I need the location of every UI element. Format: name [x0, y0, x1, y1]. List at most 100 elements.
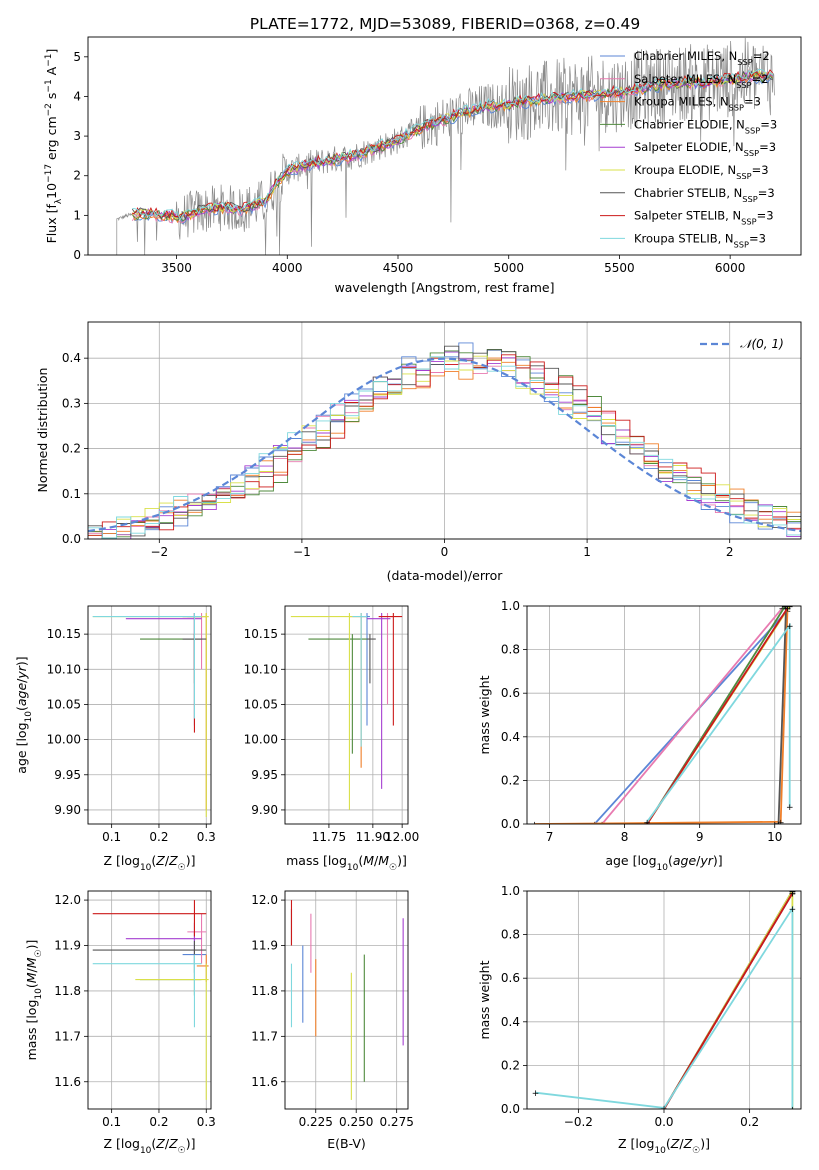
- x-axis-label: (data-model)/error: [387, 568, 504, 583]
- y-axis-label-part: −17: [44, 164, 54, 183]
- y-tick-label: 10.10: [47, 662, 81, 676]
- histogram-step: [88, 357, 801, 535]
- legend-label-part: SSP: [741, 217, 756, 227]
- axis-label: Z [log10(Z/Z☉)]: [103, 853, 195, 873]
- y-tick-label: 12.0: [54, 893, 81, 907]
- x-tick-label: 12.00: [385, 830, 419, 844]
- y-tick-label: 11.9: [54, 939, 81, 953]
- x-tick-label: 8: [621, 830, 629, 844]
- axis-label-part: age [log: [605, 853, 656, 868]
- y-tick-label: 10.15: [47, 627, 81, 641]
- axis-label-part: )]: [397, 853, 407, 868]
- panel-mass_vs_Z: 0.1 0.2 0.3 11.6 11.7 11.8 11.9 12.0: [54, 890, 216, 1129]
- y-axis-label-part: ]: [44, 49, 59, 54]
- axis-label-part: (: [358, 853, 363, 868]
- y-tick-label: 11.9: [251, 939, 278, 953]
- y-tick-label: 10.00: [244, 733, 278, 747]
- legend-label-part: Chabrier ELODIE, N: [634, 117, 745, 131]
- y-tick-label: 9.95: [54, 768, 81, 782]
- legend-label-part: =3: [757, 209, 774, 223]
- y-tick-label: 10.05: [244, 697, 278, 711]
- axis-label-part: /: [679, 1136, 684, 1151]
- y-tick-label: 0.0: [501, 817, 520, 831]
- marker-plus: +: [786, 803, 794, 813]
- axis-label-part: Z [log: [103, 1136, 139, 1151]
- axis-label-part: )]: [24, 940, 39, 950]
- y-tick-label: 0.2: [62, 442, 81, 456]
- legend-label: Salpeter STELIB, NSSP=3: [634, 209, 774, 227]
- legend-label-part: Salpeter STELIB, N: [634, 209, 741, 223]
- x-tick-label: 0.3: [197, 830, 216, 844]
- axes-frame: [526, 890, 802, 1110]
- legend-label: Chabrier MILES, NSSP=2: [634, 49, 770, 67]
- y-axis-label-part: Flux [f: [44, 204, 59, 244]
- x-tick-label: 0.275: [379, 1115, 413, 1129]
- plot-area-residuals: [88, 342, 801, 539]
- axis-label-part: (: [151, 853, 156, 868]
- marker-plus: +: [660, 1104, 668, 1114]
- axis-label-part: M: [24, 957, 39, 968]
- axis-label-part: yr: [699, 853, 713, 868]
- y-axis-label-part: A: [44, 66, 59, 79]
- y-axis-label: Flux [fλ10−17 erg cm−2 s−1 A−1]: [44, 49, 64, 244]
- x-tick-label: 0.2: [149, 830, 168, 844]
- marker-plus: +: [784, 605, 792, 615]
- axis-label: mass [log10(M/M☉)]: [286, 853, 407, 873]
- plot-area-mass_weight_vs_age: +++++ ++++++++++++++++: [531, 603, 794, 831]
- legend-label-part: Salpeter MILES, N: [634, 72, 736, 86]
- axis-label-part: (: [14, 706, 29, 711]
- y-axis-label-part: 10: [44, 183, 59, 199]
- axis-label-part: age: [673, 853, 697, 868]
- y-tick-label: 5: [73, 50, 81, 64]
- y-tick-label: 0.3: [62, 396, 81, 410]
- y-tick-label: 0.4: [62, 351, 81, 365]
- axis-label-part: M: [24, 972, 39, 983]
- axis-label-part: Z: [155, 1136, 165, 1151]
- y-tick-label: 2: [73, 169, 81, 183]
- axis-label-part: /: [374, 853, 379, 868]
- x-tick-label: 0.3: [197, 1115, 216, 1129]
- marker-plus: +: [643, 821, 651, 831]
- axis-label-part: (: [24, 983, 39, 988]
- marker-plus: +: [786, 603, 794, 613]
- x-tick-label: 0.1: [102, 830, 121, 844]
- legend-label-part: SSP: [737, 57, 752, 67]
- x-tick-label: 6000: [715, 261, 746, 275]
- y-axis-label: mass weight: [477, 675, 492, 754]
- plot-area-mass_weight_vs_Z: +++++++++++++++++++++: [532, 891, 796, 1114]
- legend-label-part: =3: [758, 186, 775, 200]
- model-line: [132, 69, 774, 220]
- axis-label-part: 10: [347, 863, 359, 873]
- x-tick-label: 11.90: [356, 830, 390, 844]
- axis-label-part: Z: [670, 1136, 680, 1151]
- histogram-step: [88, 356, 801, 539]
- x-tick-label: −2: [150, 545, 168, 559]
- model-line: [132, 68, 773, 221]
- axis-label: age [log10(age/yr)]: [605, 853, 722, 873]
- panel-age_vs_Z: 0.1 0.2 0.3 9.90 9.95 10.00 10.05 10.10 10.15: [47, 605, 216, 844]
- axis-label-part: ☉: [34, 949, 44, 957]
- y-tick-label: 12.0: [251, 893, 278, 907]
- x-tick-label: 0.0: [654, 1115, 673, 1129]
- legend-label-part: SSP: [742, 194, 757, 204]
- x-tick-label: 0.2: [740, 1115, 759, 1129]
- y-tick-label: 0.4: [501, 1015, 520, 1029]
- legend-label-part: SSP: [744, 148, 759, 158]
- mass-weight-line: [774, 608, 787, 824]
- axis-label-part: mass [log: [286, 853, 347, 868]
- axis-label-part: (: [666, 1136, 671, 1151]
- legend-label: 𝒩(0, 1): [740, 337, 784, 351]
- y-tick-label: 9.90: [54, 803, 81, 817]
- axis-label-part: ☉: [178, 1146, 186, 1156]
- x-tick-label: 7: [546, 830, 554, 844]
- y-tick-label: 0.4: [501, 730, 520, 744]
- y-tick-label: 0.0: [62, 532, 81, 546]
- plot-area-mass_vs_Z: [92, 900, 209, 1100]
- axis-label: mass [log10(M/M☉)]: [24, 940, 44, 1061]
- legend-label-part: =2: [752, 72, 769, 86]
- y-axis-label-part: −2: [44, 103, 54, 116]
- mass-weight-line: [646, 607, 789, 824]
- y-tick-label: 3: [73, 129, 81, 143]
- legend-label-part: =3: [760, 117, 777, 131]
